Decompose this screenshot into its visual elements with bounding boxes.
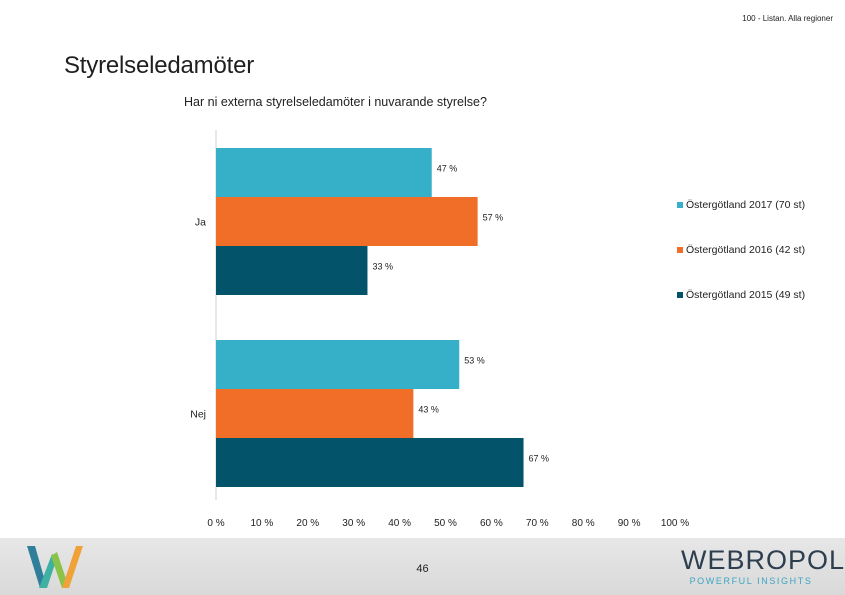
bar-ja-series-2 bbox=[216, 246, 368, 295]
x-tick-label: 80 % bbox=[572, 518, 595, 529]
x-tick-label: 90 % bbox=[618, 518, 641, 529]
page-number: 46 bbox=[416, 563, 429, 575]
legend-item-2015: Östergötland 2015 (49 st) bbox=[677, 288, 805, 302]
category-label-nej: Nej bbox=[190, 409, 206, 421]
data-label-nej-series-2: 67 % bbox=[529, 454, 550, 464]
x-tick-label: 60 % bbox=[480, 518, 503, 529]
bar-nej-series-1 bbox=[216, 389, 414, 438]
legend-item-2016: Östergötland 2016 (42 st) bbox=[677, 243, 805, 257]
chart-legend: Östergötland 2017 (70 st) Östergötland 2… bbox=[677, 198, 805, 333]
footer-bar: 46 WEBROPOL POWERFUL INSIGHTS bbox=[0, 538, 845, 595]
brand-tagline: POWERFUL INSIGHTS bbox=[689, 576, 813, 586]
legend-swatch-2015 bbox=[677, 292, 683, 298]
legend-item-2017: Östergötland 2017 (70 st) bbox=[677, 198, 805, 212]
x-tick-label: 10 % bbox=[251, 518, 274, 529]
bar-nej-series-2 bbox=[216, 438, 524, 487]
bar-ja-series-1 bbox=[216, 197, 478, 246]
legend-label-2017: Östergötland 2017 (70 st) bbox=[686, 199, 806, 211]
data-label-ja-series-2: 33 % bbox=[372, 262, 393, 272]
bar-ja-series-0 bbox=[216, 148, 432, 197]
webropol-logo: WEBROPOL POWERFUL INSIGHTS bbox=[681, 545, 845, 586]
x-tick-label: 20 % bbox=[296, 518, 319, 529]
x-tick-label: 0 % bbox=[207, 518, 224, 529]
legend-label-2016: Östergötland 2016 (42 st) bbox=[686, 244, 806, 256]
chart-title: Har ni externa styrelseledamöter i nuvar… bbox=[184, 95, 487, 109]
x-tick-label: 40 % bbox=[388, 518, 411, 529]
data-label-nej-series-0: 53 % bbox=[464, 356, 485, 366]
x-tick-label: 50 % bbox=[434, 518, 457, 529]
bar-nej-series-0 bbox=[216, 340, 460, 389]
x-tick-label: 70 % bbox=[526, 518, 549, 529]
data-label-ja-series-0: 47 % bbox=[437, 164, 458, 174]
x-tick-label: 30 % bbox=[342, 518, 365, 529]
data-label-nej-series-1: 43 % bbox=[418, 405, 439, 415]
legend-label-2015: Östergötland 2015 (49 st) bbox=[686, 289, 806, 301]
brand-name: WEBROPOL bbox=[681, 545, 845, 575]
w-logo-icon bbox=[27, 546, 83, 588]
data-label-ja-series-1: 57 % bbox=[483, 213, 504, 223]
x-tick-label: 100 % bbox=[661, 518, 689, 529]
legend-swatch-2016 bbox=[677, 247, 683, 253]
header-note: 100 - Listan. Alla regioner bbox=[742, 14, 833, 23]
bar-chart: 47 % 57 % 33 % Ja 53 % 43 % 67 % Nej 0 % 10 % 20 %… bbox=[190, 130, 689, 529]
category-label-ja: Ja bbox=[195, 217, 206, 229]
legend-swatch-2017 bbox=[677, 202, 683, 208]
page-title: Styrelseledamöter bbox=[64, 52, 255, 79]
